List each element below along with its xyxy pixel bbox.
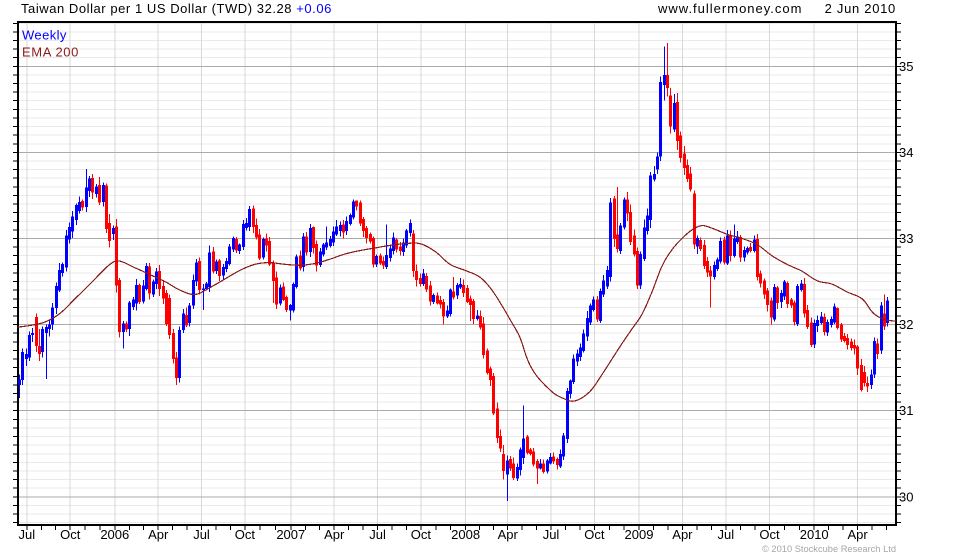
svg-text:2010: 2010 bbox=[800, 527, 829, 542]
svg-text:Oct: Oct bbox=[584, 527, 605, 542]
svg-text:Apr: Apr bbox=[498, 527, 519, 542]
svg-text:33: 33 bbox=[899, 231, 913, 246]
svg-text:2008: 2008 bbox=[451, 527, 480, 542]
svg-text:2006: 2006 bbox=[100, 527, 129, 542]
svg-text:Taiwan Dollar per 1 US Dollar: Taiwan Dollar per 1 US Dollar (TWD) 32.2… bbox=[21, 1, 332, 16]
svg-text:Weekly: Weekly bbox=[22, 28, 67, 43]
svg-text:Apr: Apr bbox=[324, 527, 345, 542]
svg-text:2007: 2007 bbox=[276, 527, 305, 542]
svg-text:Jul: Jul bbox=[543, 527, 560, 542]
svg-text:EMA 200: EMA 200 bbox=[22, 45, 79, 60]
svg-text:Apr: Apr bbox=[847, 527, 868, 542]
svg-text:Jul: Jul bbox=[369, 527, 386, 542]
svg-text:2009: 2009 bbox=[625, 527, 654, 542]
svg-text:Oct: Oct bbox=[235, 527, 256, 542]
svg-text:© 2010 Stockcube Research Ltd: © 2010 Stockcube Research Ltd bbox=[762, 544, 896, 554]
svg-text:www.fullermoney.com: www.fullermoney.com bbox=[657, 1, 802, 16]
svg-text:Jul: Jul bbox=[193, 527, 210, 542]
svg-text:35: 35 bbox=[899, 59, 913, 74]
svg-text:32: 32 bbox=[899, 317, 913, 332]
svg-text:Oct: Oct bbox=[60, 527, 81, 542]
svg-text:34: 34 bbox=[899, 145, 913, 160]
svg-text:Apr: Apr bbox=[148, 527, 169, 542]
svg-text:Apr: Apr bbox=[672, 527, 693, 542]
svg-text:Jul: Jul bbox=[18, 527, 35, 542]
svg-text:Oct: Oct bbox=[759, 527, 780, 542]
svg-text:Oct: Oct bbox=[411, 527, 432, 542]
svg-text:2 Jun 2010: 2 Jun 2010 bbox=[825, 1, 896, 16]
svg-text:Jul: Jul bbox=[717, 527, 734, 542]
svg-text:31: 31 bbox=[899, 403, 913, 418]
svg-text:30: 30 bbox=[899, 489, 913, 504]
